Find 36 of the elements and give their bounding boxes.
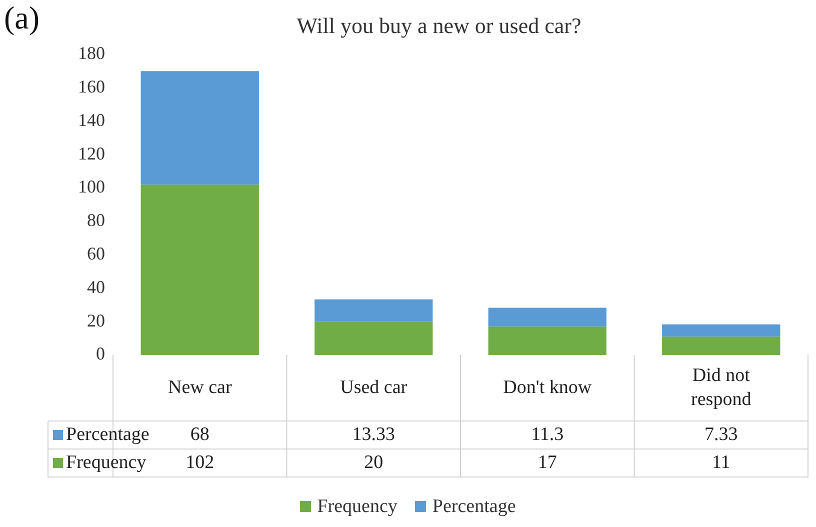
data-label: 11.3 (531, 424, 564, 445)
y-tick-label: 80 (87, 210, 105, 230)
legend-label: Frequency (66, 452, 147, 473)
legend-label: Percentage (66, 424, 150, 445)
y-tick-label: 160 (78, 76, 105, 97)
y-tick-label: 140 (78, 110, 105, 130)
bar (314, 299, 433, 322)
x-tick-label: Did not respond (691, 364, 752, 410)
bar (140, 71, 259, 185)
x-tick-label: Don't know (503, 376, 592, 398)
text: Percentage (432, 496, 516, 517)
data-label: 7.33 (704, 424, 738, 445)
chart-title: Will you buy a new or used car? (296, 12, 582, 38)
x-tick-label: Used car (340, 376, 408, 398)
bar (140, 184, 259, 355)
bar (662, 324, 780, 337)
y-tick-label: 0 (96, 344, 105, 364)
y-tick-label: 20 (87, 310, 105, 330)
y-tick-label: 40 (87, 276, 105, 297)
data-label: 13.33 (352, 424, 395, 445)
y-tick-label: 180 (78, 43, 105, 64)
data-label: 102 (186, 452, 214, 473)
y-tick-label: 100 (78, 176, 105, 197)
x-tick-label: New car (168, 376, 232, 398)
bar (488, 326, 606, 355)
data-label: 68 (190, 424, 210, 445)
data-label: 17 (538, 452, 557, 473)
y-tick-label: 120 (78, 143, 105, 164)
data-label: 20 (364, 452, 384, 473)
text: Frequency (317, 496, 398, 517)
text: (a) (4, 0, 40, 36)
y-tick-label: 60 (87, 244, 105, 264)
bar (662, 336, 780, 355)
data-label: 11 (712, 452, 730, 473)
bar (488, 308, 606, 327)
bar (314, 322, 433, 355)
